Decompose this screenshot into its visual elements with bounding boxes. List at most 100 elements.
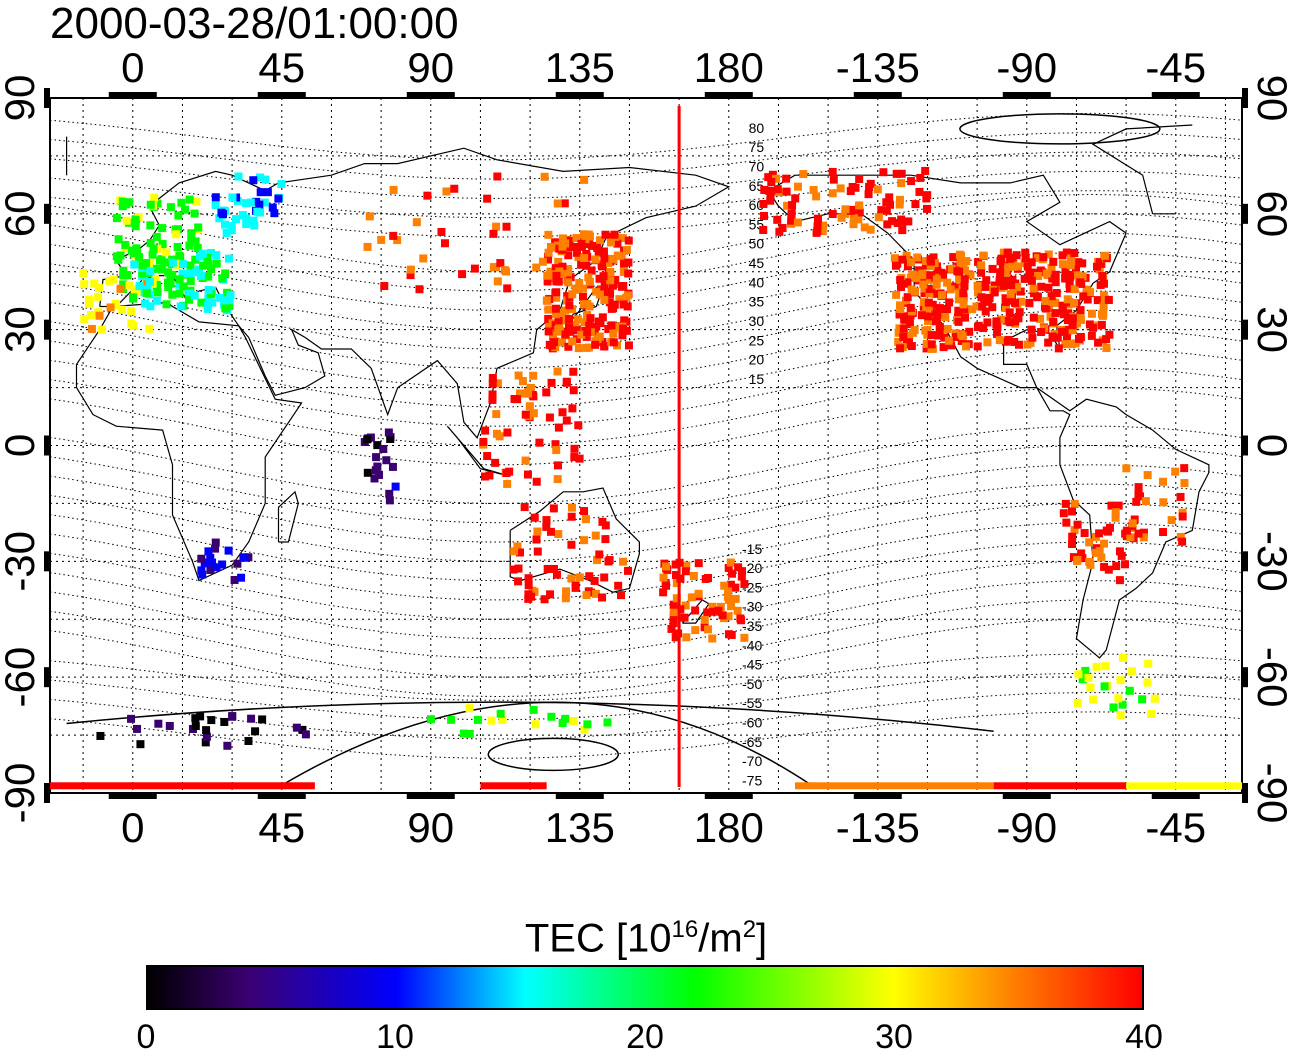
colorbar-title-prefix: TEC [10: [524, 916, 672, 961]
tec-cell: [891, 261, 900, 270]
tec-cell: [503, 428, 512, 437]
tec-cell: [261, 175, 270, 184]
tec-cell: [1102, 343, 1111, 352]
tec-cell: [898, 218, 907, 227]
tec-cell: [96, 731, 105, 740]
tec-cell: [600, 573, 609, 582]
tec-cell: [700, 615, 709, 624]
tec-cell: [813, 222, 822, 231]
tec-cell: [1117, 551, 1126, 560]
frame-tick-left: [44, 203, 50, 224]
tec-cell: [202, 558, 211, 567]
tec-cell: [694, 559, 703, 568]
tec-cell: [250, 221, 259, 230]
tec-cell: [146, 259, 155, 268]
tec-cell: [926, 262, 935, 271]
tec-cell: [874, 213, 883, 222]
tec-cell: [1104, 295, 1113, 304]
tec-cell: [173, 261, 182, 270]
tec-cell: [1111, 513, 1120, 522]
tec-cell: [855, 208, 864, 217]
tec-cell: [669, 619, 678, 628]
tec-cell: [682, 561, 691, 570]
tec-cell: [1061, 267, 1070, 276]
tec-cell: [829, 175, 838, 184]
tec-cell: [1021, 254, 1030, 263]
tec-cell: [1005, 308, 1014, 317]
tec-cell: [554, 316, 563, 325]
tec-cell: [614, 581, 623, 590]
coastline: [446, 425, 511, 477]
contour-line: [49, 213, 1243, 292]
tec-cell: [151, 274, 160, 283]
tec-cell: [893, 219, 902, 228]
tec-cell: [106, 303, 115, 312]
tec-cell: [489, 229, 498, 238]
tec-cell: [1084, 673, 1093, 682]
tec-cell: [864, 190, 873, 199]
tec-cell: [204, 294, 213, 303]
tec-cell: [206, 565, 215, 574]
tec-cell: [558, 234, 567, 243]
tec-cell: [206, 553, 215, 562]
lat-tick-label-left: 0: [0, 434, 43, 457]
tec-cell: [1001, 298, 1010, 307]
tec-cell: [87, 310, 96, 319]
tec-cell: [168, 290, 177, 299]
tec-cell: [567, 540, 576, 549]
tec-cell: [197, 566, 206, 575]
tec-cell: [251, 727, 260, 736]
tec-cell: [112, 300, 121, 309]
tec-cell: [1070, 285, 1079, 294]
tec-cell: [580, 536, 589, 545]
tec-cell: [727, 569, 736, 578]
tec-cell: [565, 314, 574, 323]
tec-cell: [921, 275, 930, 284]
tec-cell: [1159, 528, 1168, 537]
tec-cell: [661, 578, 670, 587]
tec-cell: [1067, 507, 1076, 516]
tec-cell: [185, 289, 194, 298]
tec-cell: [1029, 313, 1038, 322]
tec-cell: [489, 263, 498, 272]
tec-cell: [215, 214, 224, 223]
tec-cell: [895, 195, 904, 204]
tec-cell: [172, 230, 181, 239]
tec-cell: [613, 239, 622, 248]
contour-label: -50: [742, 676, 762, 692]
tec-cell: [895, 310, 904, 319]
tec-cell: [94, 292, 103, 301]
tec-cell: [119, 266, 128, 275]
tec-cell: [760, 211, 769, 220]
tec-cell: [256, 208, 265, 217]
tec-cell: [962, 257, 971, 266]
tec-cell: [773, 185, 782, 194]
tec-cell: [1010, 337, 1019, 346]
tec-cell: [931, 308, 940, 317]
tec-cell: [562, 416, 571, 425]
tec-cell: [972, 302, 981, 311]
tec-cell: [669, 608, 678, 617]
tec-cell: [249, 176, 258, 185]
tec-cell: [1176, 492, 1185, 501]
tec-cell: [959, 293, 968, 302]
tec-cell: [268, 203, 277, 212]
contour-label: -45: [742, 657, 762, 673]
tec-cell: [1015, 308, 1024, 317]
tec-cell: [211, 193, 220, 202]
tec-cell: [206, 290, 215, 299]
tec-cell: [1065, 279, 1074, 288]
tec-cell: [222, 228, 231, 237]
tec-cell: [191, 255, 200, 264]
tec-cell: [152, 232, 161, 241]
tec-cell: [996, 268, 1005, 277]
tec-cell: [524, 581, 533, 590]
frame-tick-right: [1242, 203, 1248, 224]
tec-cell: [406, 271, 415, 280]
tec-cell: [918, 269, 927, 278]
tec-cell: [1076, 278, 1085, 287]
tec-cell: [1008, 253, 1017, 262]
tec-cell: [543, 564, 552, 573]
tec-cell: [921, 166, 930, 175]
tec-cell: [812, 192, 821, 201]
